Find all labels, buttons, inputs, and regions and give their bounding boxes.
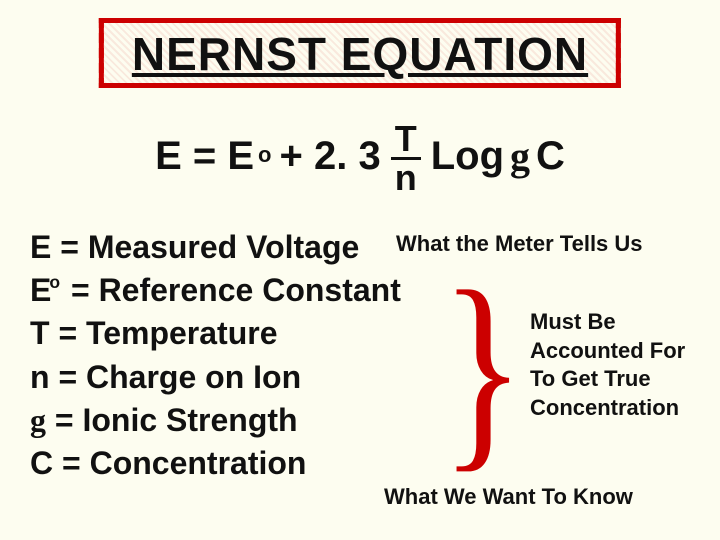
definitions-list: E = Measured Voltage Eo = Reference Cons… — [30, 226, 401, 485]
eq-frac-den: n — [391, 161, 421, 195]
def-eo: Eo = Reference Constant — [30, 269, 401, 312]
def-gamma-sym: g — [30, 402, 46, 438]
eq-lhs: E = E — [155, 134, 254, 179]
eq-fraction: T n — [391, 122, 421, 195]
eq-c: C — [536, 134, 565, 179]
eq-plus-const: + 2. 3 — [280, 134, 381, 179]
eq-frac-num: T — [391, 122, 421, 156]
def-n: n = Charge on Ion — [30, 356, 401, 399]
note-must-1: Must Be — [530, 308, 685, 337]
note-must-3: To Get True — [530, 365, 685, 394]
brace-icon: } — [441, 258, 525, 478]
note-must-be: Must Be Accounted For To Get True Concen… — [530, 308, 685, 422]
title-box: NERNST EQUATION — [99, 18, 621, 88]
def-t: T = Temperature — [30, 312, 401, 355]
eq-log: Log — [431, 134, 504, 179]
note-must-2: Accounted For — [530, 337, 685, 366]
slide: NERNST EQUATION E = Eo + 2. 3 T n Log g … — [0, 0, 720, 540]
def-e: E = Measured Voltage — [30, 226, 401, 269]
def-gamma: g = Ionic Strength — [30, 399, 401, 442]
def-gamma-post: = Ionic Strength — [46, 402, 298, 438]
def-c: C = Concentration — [30, 442, 401, 485]
title-text: NERNST EQUATION — [132, 28, 588, 80]
eq-superscript-o: o — [258, 142, 271, 168]
nernst-equation: E = Eo + 2. 3 T n Log g C — [0, 120, 720, 193]
def-eo-post: = Reference Constant — [62, 272, 401, 308]
note-must-4: Concentration — [530, 394, 685, 423]
note-want: What We Want To Know — [384, 484, 633, 510]
eq-gamma: g — [510, 133, 530, 180]
def-eo-sup: o — [49, 272, 60, 292]
